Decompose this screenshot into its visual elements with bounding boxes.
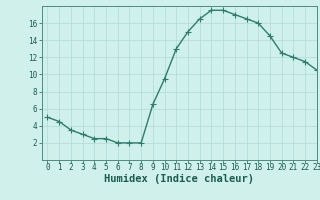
X-axis label: Humidex (Indice chaleur): Humidex (Indice chaleur) <box>104 174 254 184</box>
